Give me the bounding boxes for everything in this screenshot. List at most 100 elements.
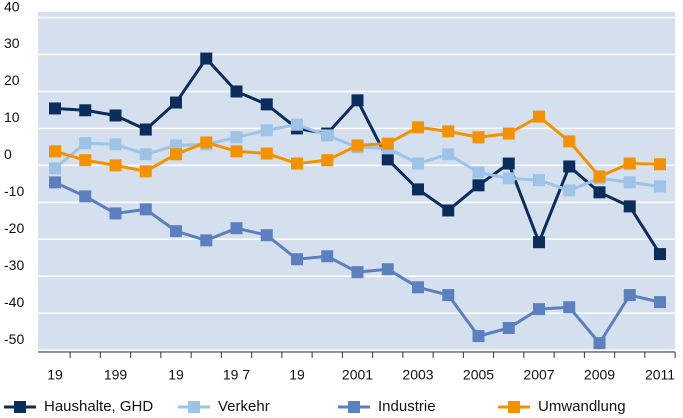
point	[260, 229, 273, 242]
legend-marker	[14, 401, 26, 413]
point	[563, 135, 576, 148]
point	[654, 248, 666, 261]
point	[79, 104, 92, 117]
point	[351, 94, 364, 107]
point	[109, 207, 122, 220]
point	[502, 127, 515, 140]
point	[291, 118, 303, 131]
point	[472, 131, 485, 144]
plot-area	[38, 12, 675, 352]
x-tick-label: 2003	[402, 367, 433, 383]
point	[623, 200, 636, 213]
point	[442, 204, 455, 217]
x-tick-label: 2009	[584, 367, 615, 383]
point	[502, 157, 515, 170]
legend-label: Haushalte, GHD	[44, 398, 153, 415]
point	[442, 125, 455, 138]
point	[654, 180, 666, 193]
point	[593, 186, 606, 199]
point	[291, 157, 303, 170]
point	[170, 225, 182, 238]
point	[79, 137, 92, 150]
point	[623, 289, 636, 302]
y-tick-label: -30	[4, 257, 24, 273]
point	[593, 170, 606, 183]
point	[502, 321, 515, 334]
point	[230, 145, 243, 158]
point	[170, 148, 182, 161]
x-tick-label: 19	[289, 367, 305, 383]
point	[442, 289, 455, 302]
point	[200, 136, 213, 149]
x-tick-label: 2001	[342, 367, 373, 383]
legend-label: Verkehr	[218, 398, 270, 415]
point	[230, 85, 243, 98]
point	[412, 157, 424, 170]
x-tick-label: 19 7	[223, 367, 250, 383]
legend-marker	[508, 401, 520, 413]
point	[351, 139, 364, 152]
point	[109, 138, 122, 151]
point	[230, 222, 243, 235]
point	[533, 236, 545, 249]
point	[533, 174, 545, 187]
point	[412, 281, 424, 294]
point	[109, 159, 122, 172]
point	[381, 137, 394, 150]
point	[170, 96, 182, 109]
point	[260, 124, 273, 137]
point	[623, 176, 636, 189]
point	[49, 176, 61, 189]
point	[533, 110, 545, 123]
point	[49, 102, 61, 115]
x-tick-label: 19	[47, 367, 63, 383]
point	[654, 296, 666, 309]
point	[139, 203, 152, 216]
y-tick-label: 30	[4, 35, 20, 51]
x-tick-label: 199	[104, 367, 128, 383]
point	[79, 154, 92, 167]
legend-marker	[188, 401, 200, 413]
point	[472, 330, 485, 343]
point	[623, 157, 636, 170]
point	[49, 145, 61, 158]
point	[139, 165, 152, 178]
point	[79, 190, 92, 203]
point	[502, 172, 515, 185]
point	[291, 253, 303, 266]
point	[200, 234, 213, 247]
point	[381, 153, 394, 166]
y-tick-label: 20	[4, 72, 20, 88]
x-tick-label: 2007	[523, 367, 554, 383]
point	[412, 183, 424, 196]
point	[533, 303, 545, 316]
point	[563, 301, 576, 314]
point	[472, 166, 485, 179]
point	[260, 147, 273, 160]
point	[654, 158, 666, 171]
point	[351, 266, 364, 279]
point	[321, 154, 334, 167]
y-tick-label: -10	[4, 183, 24, 199]
point	[412, 121, 424, 134]
point	[321, 250, 334, 263]
x-tick-label: 19	[168, 367, 184, 383]
point	[200, 52, 213, 65]
point	[563, 160, 576, 173]
y-tick-label: 0	[4, 146, 12, 162]
point	[381, 263, 394, 276]
point	[230, 131, 243, 144]
x-tick-label: 2005	[463, 367, 494, 383]
y-tick-label: -50	[4, 331, 24, 347]
point	[442, 148, 455, 161]
y-tick-label: 10	[4, 109, 20, 125]
y-tick-label: -20	[4, 220, 24, 236]
point	[49, 162, 61, 175]
point	[260, 98, 273, 111]
legend-label: Umwandlung	[538, 398, 626, 415]
point	[321, 129, 334, 142]
point	[109, 109, 122, 122]
point	[472, 179, 485, 192]
point	[139, 148, 152, 161]
